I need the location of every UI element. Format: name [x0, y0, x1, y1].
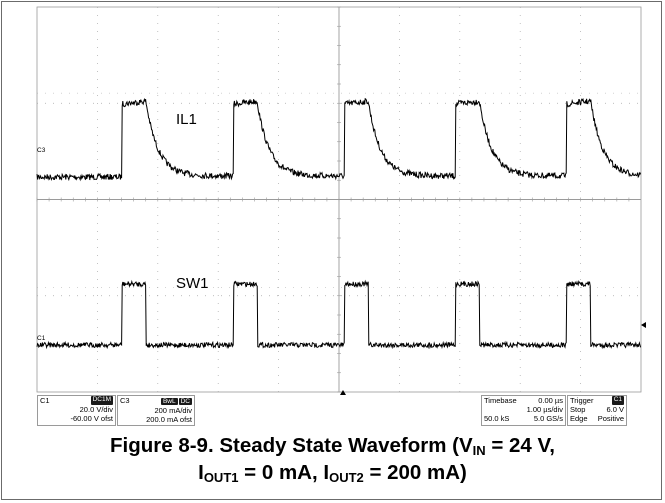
caption-line2-sub2: OUT2	[329, 470, 364, 485]
trigger-type: Edge	[570, 414, 588, 423]
trigger-level-marker	[641, 322, 646, 328]
c1-scale: 20.0 V/div	[79, 405, 113, 414]
caption-line2-sub1: OUT1	[203, 470, 239, 485]
channel-c3-info[interactable]: C3 BwL DC 200 mA/div 200.0 mA ofst	[117, 395, 195, 426]
caption-line1-prefix: Figure 8-9. Steady State Waveform (V	[109, 434, 473, 457]
timebase-label: Timebase	[484, 396, 517, 405]
timebase-per-div: 1.00 µs/div	[526, 405, 563, 414]
caption-line1-sub: IN	[472, 443, 486, 458]
timebase-rate: 5.0 GS/s	[533, 414, 563, 423]
trigger-level: 6.0 V	[606, 405, 624, 414]
trace-il1-waveform	[36, 97, 642, 182]
trigger-position-marker	[340, 390, 346, 395]
trigger-label: Trigger	[570, 396, 594, 405]
caption-line1-suffix: = 24 V,	[485, 434, 555, 457]
graticule-grid	[36, 6, 642, 393]
caption-line2-i1: I	[198, 461, 204, 484]
c3-scale: 200 mA/div	[154, 406, 192, 415]
trigger-info[interactable]: Trigger C1 Stop 6.0 V Edge Positive	[567, 395, 627, 426]
c1-offset: -60.00 V ofst	[70, 414, 113, 423]
trigger-slope: Positive	[597, 414, 624, 423]
caption-line2-mid: = 0 mA, I	[238, 461, 330, 484]
c1-ref-marker: C1	[37, 335, 46, 342]
c3-bw-badge: BwL	[160, 398, 178, 405]
timebase-samples: 50.0 kS	[484, 414, 510, 423]
trigger-mode: Stop	[570, 405, 586, 414]
trace-sw1-waveform	[36, 279, 642, 350]
timebase-info[interactable]: Timebase 0.00 µs 1.00 µs/div 50.0 kS 5.0 G…	[481, 395, 566, 426]
channel-c1-info[interactable]: C1 DC1M 20.0 V/div -60.00 V ofst	[37, 395, 116, 426]
timebase-position: 0.00 µs	[538, 396, 563, 405]
trigger-source-badge: C1	[611, 396, 624, 405]
c3-offset: 200.0 mA ofst	[146, 415, 192, 424]
figure-caption-line2: IOUT1 = 0 mA, IOUT2 = 200 mA)	[0, 460, 665, 490]
c1-name: C1	[40, 396, 50, 405]
trace-label-il1: IL1	[176, 111, 197, 128]
c3-name: C3	[120, 396, 130, 405]
waveform-traces	[36, 97, 642, 350]
caption-line2-suffix: = 200 mA)	[363, 461, 467, 484]
c1-coupling-badge: DC1M	[90, 396, 113, 405]
trace-label-sw1: SW1	[176, 275, 209, 292]
figure-caption-line1: Figure 8-9. Steady State Waveform (VIN =…	[0, 433, 665, 463]
c3-coupling-badge: DC	[178, 398, 192, 405]
oscilloscope-screen: IL1 SW1 C3 C1	[36, 6, 646, 395]
c3-ref-marker: C3	[37, 147, 46, 154]
